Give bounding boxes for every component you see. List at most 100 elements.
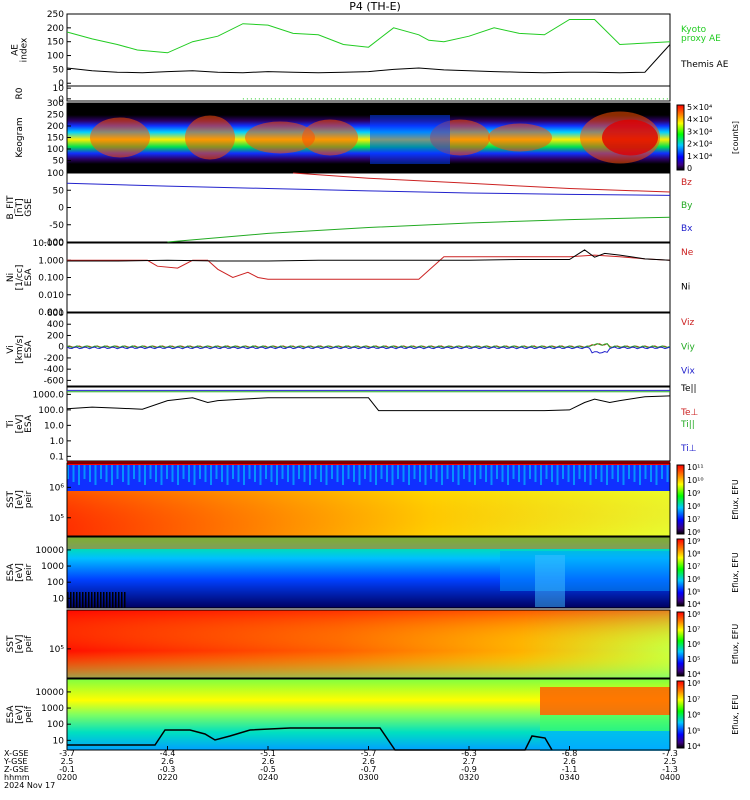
series-line-ae-0: [66, 19, 671, 54]
sst-e-stripe: [232, 465, 234, 479]
y-tick-label: 100: [47, 145, 64, 155]
colorbar-tick-label: 10⁸: [687, 610, 700, 619]
y-tick-label: 250: [47, 111, 64, 121]
y-axis-label-line: [nT]: [15, 198, 25, 216]
colorbar-tick-label: 10⁴: [687, 670, 700, 679]
y-axis-label-line: ESA: [24, 414, 34, 433]
sst-e-stripe: [210, 465, 212, 485]
sst-e-stripe: [479, 465, 482, 479]
colorbar-tick-label: 10¹¹: [687, 463, 704, 472]
sst-e-stripe: [358, 465, 361, 485]
y-tick-label: 150: [47, 134, 64, 144]
keogram-aurora-2: [245, 121, 315, 154]
y-tick-label: 200: [47, 331, 64, 341]
x-axis-row-label: Y-GSE: [3, 757, 27, 766]
colorbar-tick-label: 10⁵: [687, 587, 700, 596]
sst-e-stripe: [292, 465, 295, 485]
esa-e-noise: [82, 592, 84, 608]
series-line-density-0: [67, 254, 671, 280]
y-tick-label: 100: [47, 169, 64, 179]
series-line-bfield-0: [293, 172, 671, 193]
series-line-velocity-2: [66, 346, 671, 354]
esa-e-noise: [103, 592, 105, 608]
sst-e-stripe: [166, 465, 168, 479]
esa-e-noise: [109, 592, 111, 608]
colorbar-tick-label: 10⁸: [687, 679, 700, 688]
y-tick-label: 10⁵: [49, 645, 64, 655]
sst-e-stripe: [655, 465, 658, 485]
series-line-ae-1: [66, 44, 671, 74]
sst-e-stripe: [435, 465, 438, 482]
sst-e-stripe: [617, 465, 619, 482]
sst-e-stripe: [94, 465, 97, 485]
x-tick-label: 0320: [459, 773, 479, 782]
y-tick-label: 200: [47, 122, 64, 132]
colorbar-tick-label: 10⁴: [687, 742, 700, 751]
y-tick-label: 600: [47, 309, 64, 319]
sst-e-stripe: [78, 465, 80, 485]
y-tick-label: -50: [49, 221, 64, 231]
series-line-velocity-1: [66, 343, 671, 349]
sst-e-stripe: [556, 465, 559, 485]
esa-e-noise: [115, 592, 117, 608]
sst-e-stripe: [320, 465, 322, 482]
x-tick-label: -0.3: [160, 765, 176, 774]
colorbar-tick-label: 10⁸: [687, 502, 700, 511]
y-tick-label: 100: [47, 578, 64, 588]
sst-e-stripe: [155, 465, 157, 482]
sst-e-stripe: [457, 465, 460, 485]
legend-label-bfield: By: [681, 201, 693, 211]
colorbar-tick-label: 10⁷: [687, 562, 700, 571]
x-tick-label: -0.9: [461, 765, 477, 774]
sst-e-stripe: [611, 465, 614, 479]
colorbar-sst_i: [676, 611, 685, 677]
sst-e-stripe: [281, 465, 284, 479]
colorbar-sst_e: [676, 464, 685, 535]
keogram-gap: [370, 115, 450, 164]
sst-e-stripe: [490, 465, 493, 485]
x-axis-row-label: X-GSE: [4, 749, 29, 758]
sst-e-stripe: [122, 465, 124, 482]
esa-e-noise: [88, 592, 90, 608]
y-tick-label: 10.0: [44, 421, 64, 431]
sst-e-stripe: [512, 465, 515, 479]
sst-e-stripe: [380, 465, 383, 479]
date-label: 2024 Nov 17: [4, 781, 55, 790]
y-axis-label: Ti [eV] ESA: [6, 414, 34, 433]
colorbar-tick-label: 10⁵: [687, 655, 700, 664]
x-tick-label: -5.1: [260, 749, 276, 758]
legend-label-kyoto-2: proxy AE: [681, 34, 721, 44]
y-tick-label: -400: [44, 365, 65, 375]
sst-e-stripe: [408, 465, 410, 485]
colorbar-label: Eflux, EFU: [731, 552, 740, 593]
panel-frame-esa_e: [66, 536, 671, 609]
sst-e-stripe: [474, 465, 476, 485]
colorbar-label-text: Eflux, EFU: [731, 552, 740, 593]
colorbar-keogram: [676, 104, 685, 171]
x-tick-label: 2.5: [61, 757, 74, 766]
x-tick-label: -5.7: [361, 749, 377, 758]
sst-e-stripe: [116, 465, 119, 479]
legend-label-bfield: Bz: [681, 178, 692, 188]
sst-e-stripe: [468, 465, 471, 482]
y-axis-label-line: B_FIT: [6, 195, 16, 220]
legend-label-temperature: Ti||: [680, 420, 695, 430]
legend-label-density: Ni: [681, 283, 690, 293]
y-tick-label: 200: [47, 24, 64, 34]
y-tick-label: 0: [58, 343, 64, 353]
y-tick-label: 100: [47, 52, 64, 62]
esa-e-noise: [91, 592, 93, 608]
y-tick-label: 10.000: [33, 239, 65, 249]
legend-label-temperature: Te||: [680, 384, 697, 394]
sst-e-stripe: [100, 465, 102, 479]
sst-e-stripe: [551, 465, 553, 482]
y-axis-label: SST [eV] peir: [6, 490, 34, 509]
sst-e-stripe: [111, 465, 113, 485]
y-tick-label: 400: [47, 320, 64, 330]
sst-e-stripe: [237, 465, 240, 482]
sst-e-stripe: [441, 465, 443, 485]
y-tick-label: 1000.0: [33, 390, 65, 400]
sst-e-stripe: [391, 465, 394, 485]
y-tick-label: 10: [53, 84, 65, 94]
